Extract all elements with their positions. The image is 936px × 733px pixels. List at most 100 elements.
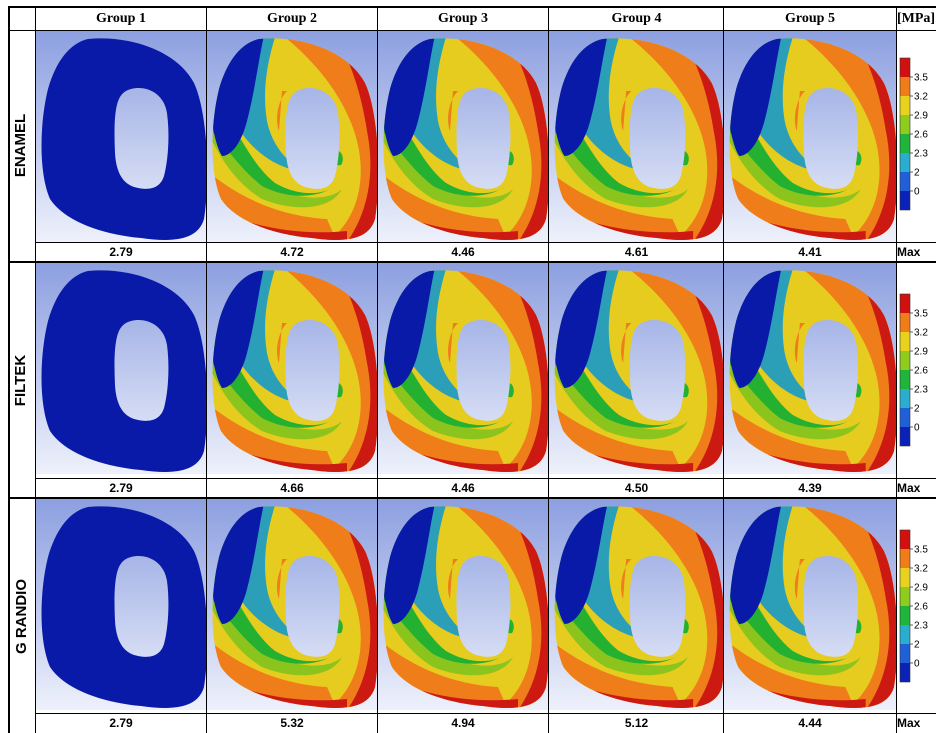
legend-tick-label: 2.9 (914, 583, 928, 594)
column-header-group-5: Group 5 (785, 11, 835, 26)
grid-line (35, 6, 36, 733)
legend-tick-label: 3.5 (914, 309, 928, 320)
row-label-enamel: ENAMEL (12, 113, 30, 177)
max-value: 2.79 (109, 245, 133, 259)
legend-swatch (900, 58, 910, 77)
contour-plot (724, 499, 896, 710)
legend-swatch (900, 172, 910, 191)
column-header-group-3: Group 3 (438, 11, 488, 26)
legend-swatch (900, 408, 910, 427)
contour-plot (207, 31, 377, 242)
legend-swatch (900, 625, 910, 644)
legend-swatch (900, 530, 910, 549)
max-label: Max (897, 245, 921, 259)
color-legend: 3.5 3.2 2.9 2.6 2.3 2 0 (898, 54, 936, 214)
legend-swatch (900, 191, 910, 210)
figure-frame (8, 6, 936, 733)
grid-line (548, 6, 549, 733)
legend-tick-label: 3.2 (914, 92, 928, 103)
unit-label: [MPa] (897, 11, 936, 26)
legend-tick-label: 2.3 (914, 385, 928, 396)
legend-swatch (900, 115, 910, 134)
grid-line (8, 261, 936, 263)
legend-swatch (900, 96, 910, 115)
contour-plot (724, 31, 896, 242)
legend-tick-label: 2.3 (914, 149, 928, 160)
legend-tick-label: 2.6 (914, 602, 928, 613)
grid-line (377, 6, 378, 733)
column-header-group-2: Group 2 (267, 11, 317, 26)
grid-line (36, 478, 936, 479)
contour-plot (36, 263, 206, 474)
legend-swatch (900, 351, 910, 370)
max-value: 2.79 (109, 481, 133, 495)
contour-plot (207, 263, 377, 474)
max-value: 5.32 (280, 716, 304, 730)
contour-plot (378, 263, 548, 474)
max-value: 4.72 (280, 245, 304, 259)
legend-tick-label: 0 (914, 423, 920, 434)
max-label: Max (897, 716, 921, 730)
contour-plot (378, 31, 548, 242)
grid-line (36, 713, 936, 714)
legend-tick-label: 0 (914, 187, 920, 198)
column-header-group-1: Group 1 (96, 11, 146, 26)
contour-plot (724, 263, 896, 474)
grid-line (36, 242, 936, 243)
legend-swatch (900, 153, 910, 172)
max-value: 2.79 (109, 716, 133, 730)
color-legend: 3.5 3.2 2.9 2.6 2.3 2 0 (898, 526, 936, 686)
legend-swatch (900, 370, 910, 389)
max-value: 4.46 (451, 481, 475, 495)
legend-swatch (900, 332, 910, 351)
legend-tick-label: 2.6 (914, 130, 928, 141)
legend-tick-label: 2.9 (914, 111, 928, 122)
legend-tick-label: 2 (914, 404, 920, 415)
legend-tick-label: 0 (914, 659, 920, 670)
max-value: 4.39 (798, 481, 822, 495)
grid-line (723, 6, 724, 733)
legend-swatch (900, 644, 910, 663)
contour-plot (378, 499, 548, 710)
legend-tick-label: 3.5 (914, 73, 928, 84)
legend-tick-label: 3.2 (914, 328, 928, 339)
legend-swatch (900, 568, 910, 587)
legend-swatch (900, 587, 910, 606)
contour-plot (549, 263, 724, 474)
column-header-group-4: Group 4 (611, 11, 662, 26)
legend-tick-label: 3.5 (914, 545, 928, 556)
grid-line (896, 6, 897, 733)
legend-swatch (900, 389, 910, 408)
legend-swatch (900, 549, 910, 568)
legend-tick-label: 3.2 (914, 564, 928, 575)
max-value: 4.44 (798, 716, 822, 730)
row-label-g-randio: G RANDIO (12, 579, 30, 654)
max-value: 4.94 (451, 716, 475, 730)
max-value: 4.66 (280, 481, 304, 495)
contour-plot (549, 31, 724, 242)
max-value: 5.12 (624, 716, 649, 730)
row-label-filtek: FILTEK (12, 354, 30, 406)
contour-plot (207, 499, 377, 710)
contour-plot (36, 499, 206, 710)
max-value: 4.61 (624, 245, 649, 259)
grid-line (8, 30, 936, 31)
legend-tick-label: 2 (914, 168, 920, 179)
legend-swatch (900, 313, 910, 332)
legend-swatch (900, 134, 910, 153)
contour-plot (36, 31, 206, 242)
legend-tick-label: 2.3 (914, 621, 928, 632)
contour-plot (549, 499, 724, 710)
legend-swatch (900, 77, 910, 96)
grid-line (8, 497, 936, 499)
legend-swatch (900, 294, 910, 313)
legend-tick-label: 2.9 (914, 347, 928, 358)
max-label: Max (897, 481, 921, 495)
legend-swatch (900, 606, 910, 625)
max-value: 4.50 (624, 481, 649, 495)
max-value: 4.46 (451, 245, 475, 259)
legend-tick-label: 2.6 (914, 366, 928, 377)
legend-swatch (900, 427, 910, 446)
legend-tick-label: 2 (914, 640, 920, 651)
grid-line (206, 6, 207, 733)
